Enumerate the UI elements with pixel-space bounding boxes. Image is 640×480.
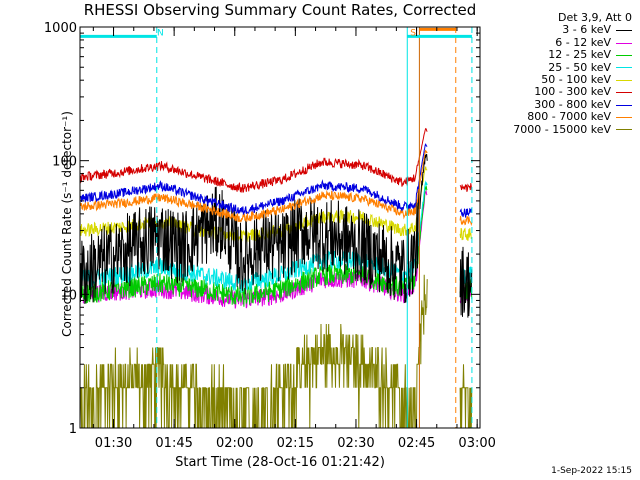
legend-label: 7000 - 15000 keV: [513, 122, 611, 136]
x-tick-label: 03:00: [458, 436, 495, 451]
legend-swatch: [616, 79, 632, 81]
y-tick-label: 1: [69, 422, 77, 437]
legend-label: 25 - 50 keV: [548, 60, 611, 74]
plot-frame: [79, 26, 481, 429]
legend-label: 100 - 300 keV: [534, 85, 611, 99]
flag-label-S: S: [410, 28, 416, 38]
legend-entry: 6 - 12 keV: [513, 35, 632, 49]
series-line-300-800-keV: [80, 143, 473, 219]
legend-swatch: [616, 67, 632, 69]
x-tick-label: 02:45: [398, 436, 435, 451]
legend-entry: 800 - 7000 keV: [513, 110, 632, 124]
series-line-7000-15000-keV: [80, 274, 473, 428]
legend-entry: 12 - 25 keV: [513, 48, 632, 62]
series-line-50-100-keV: [80, 166, 473, 243]
series-line-100-300-keV: [80, 127, 473, 193]
y-tick-label: 10: [60, 288, 77, 303]
legend-swatch: [616, 116, 632, 118]
x-tick-label: 02:30: [337, 436, 374, 451]
legend-header: Det 3,9, Att 0: [558, 11, 632, 24]
legend-label: 3 - 6 keV: [562, 23, 611, 37]
chart-title: RHESSI Observing Summary Count Rates, Co…: [83, 1, 477, 19]
x-tick-label: 02:15: [277, 436, 314, 451]
legend-swatch: [616, 92, 632, 94]
legend-swatch: [616, 42, 632, 44]
legend-entry: 3 - 6 keV: [513, 23, 632, 37]
legend-label: 800 - 7000 keV: [527, 110, 611, 124]
y-axis-label: Corrected Count Rate (s⁻¹ detector⁻¹): [60, 111, 74, 337]
legend-swatch: [616, 54, 632, 56]
legend-entry: 50 - 100 keV: [513, 73, 632, 87]
legend-entry: 25 - 50 keV: [513, 60, 632, 74]
legend-swatch: [616, 30, 632, 32]
x-axis-label: Start Time (28-Oct-16 01:21:42): [175, 455, 385, 470]
y-tick-label: 1000: [44, 21, 77, 36]
timestamp-stamp: 1-Sep-2022 15:15: [551, 466, 632, 476]
series-line-3-6-keV: [80, 153, 473, 318]
series-line-800-7000-keV: [80, 149, 473, 227]
flag-label-N: N: [157, 28, 164, 38]
x-tick-label: 02:00: [216, 436, 253, 451]
legend-entry: 100 - 300 keV: [513, 86, 632, 98]
legend-label: 12 - 25 keV: [548, 48, 611, 62]
legend-entry: 7000 - 15000 keV: [513, 122, 632, 136]
x-tick-label: 01:30: [95, 436, 132, 451]
x-tick-label: 01:45: [155, 436, 192, 451]
legend-swatch: [616, 129, 632, 131]
legend-label: 300 - 800 keV: [534, 97, 611, 111]
legend: Det 3,9, Att 0 3 - 6 keV 6 - 12 keV 12 - 2…: [513, 11, 632, 136]
legend-swatch: [616, 104, 632, 106]
legend-label: 50 - 100 keV: [541, 73, 611, 87]
legend-entry: 300 - 800 keV: [513, 97, 632, 111]
y-tick-label: 100: [52, 155, 77, 170]
legend-label: 6 - 12 keV: [555, 35, 611, 49]
